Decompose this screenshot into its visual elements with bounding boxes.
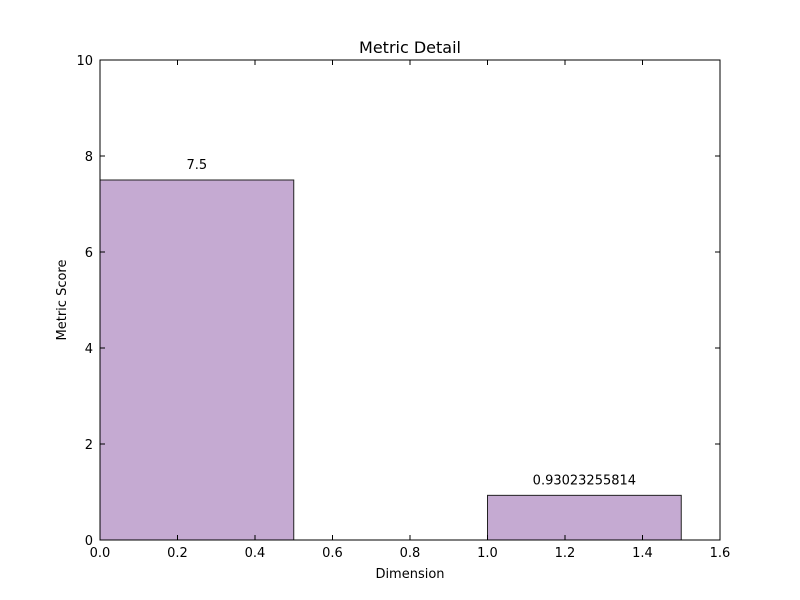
y-tick-label-4: 8 [85,150,93,165]
x-axis-label: Dimension [375,567,444,582]
x-tick-label-6: 1.2 [555,546,576,561]
x-tick-label-7: 1.4 [632,546,653,561]
bar-1 [487,494,682,541]
x-tick-label-1: 0.2 [167,546,188,561]
chart-title: Metric Detail [359,38,461,57]
y-tick-label-3: 6 [85,246,93,261]
x-tick-label-3: 0.6 [322,546,343,561]
bar-0 [99,179,295,541]
ticks-layer: 0.0 0.2 0.4 0.6 0.8 1.0 1.2 1.4 1.6 0 2 4 6 8 10 [76,54,730,561]
x-tick-label-5: 1.0 [477,546,498,561]
y-tick-label-0: 0 [85,534,93,549]
data-label-0: 7.5 [187,158,208,173]
y-tick-label-5: 10 [76,54,93,69]
data-label-1: 0.93023255814 [533,473,636,488]
bars-layer [99,179,682,541]
x-tick-label-0: 0.0 [90,546,111,561]
y-tick-label-2: 4 [85,342,93,357]
y-axis-label: Metric Score [55,260,70,341]
data-labels-layer: 7.5 0.93023255814 [187,158,637,488]
x-tick-label-8: 1.6 [710,546,731,561]
x-tick-label-4: 0.8 [400,546,421,561]
x-tick-label-2: 0.4 [245,546,266,561]
y-tick-label-1: 2 [85,438,93,453]
